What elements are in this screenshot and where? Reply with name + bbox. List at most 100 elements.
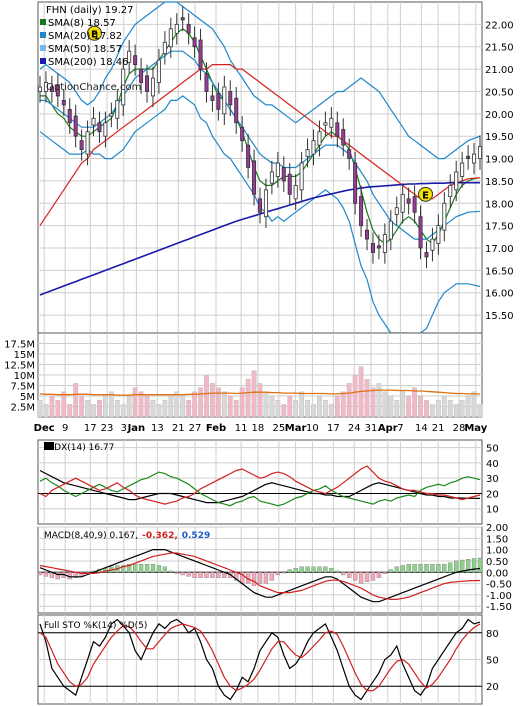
candle-body — [216, 93, 221, 110]
legend-entry: SMA(20) 17.82 — [48, 31, 122, 42]
volume-bar — [61, 391, 67, 418]
macd-histogram-bar — [454, 560, 459, 573]
candle-body — [150, 77, 155, 97]
volume-bar — [388, 395, 394, 418]
adx-lines — [39, 465, 481, 507]
candle-body — [91, 117, 96, 126]
earnings-marker-label: E — [422, 190, 429, 201]
macd-histogram-bar — [269, 572, 275, 581]
legend-entry: SMA(200) 18.46 — [48, 57, 129, 68]
macd-histogram-bar — [180, 572, 185, 576]
legend-swatch — [40, 19, 46, 25]
candle-body — [61, 100, 66, 106]
indicator-tick-label: 1.00 — [486, 546, 508, 557]
indicator-line-signal — [39, 552, 481, 601]
volume-bar — [233, 400, 239, 418]
candle-body — [139, 68, 144, 83]
indicator-tick-label: -0.50 — [486, 580, 512, 591]
price-panel: 22.00 21.50 21.00 20.50 20.00 19.50 19.00 18.50… — [37, 1, 514, 339]
volume-bar — [91, 404, 96, 418]
candle-body — [67, 108, 72, 124]
candle-body — [376, 245, 381, 249]
date-label: 17 — [84, 423, 97, 434]
volume-bar — [323, 400, 328, 418]
macd-histogram-bar — [162, 566, 168, 573]
candle-body — [204, 73, 209, 92]
sto-grid — [38, 615, 482, 704]
candle-body — [246, 144, 251, 168]
date-label: May — [464, 423, 487, 434]
indicator-tick-label: 1.50 — [486, 534, 508, 545]
macd-histogram-bar — [477, 557, 483, 573]
macd-histogram-bar — [204, 572, 209, 578]
volume-bar — [186, 400, 192, 418]
volume-bar — [334, 395, 340, 418]
volume-bar — [453, 404, 459, 418]
macd-histogram-bar — [382, 572, 388, 574]
date-label: 21 — [432, 423, 445, 434]
volume-bar — [221, 391, 227, 418]
volume-bar — [245, 379, 251, 418]
indicator-tick-label: 0.00 — [486, 568, 508, 579]
candle-body — [174, 23, 179, 34]
volume-bar — [340, 391, 346, 418]
candle-body — [257, 198, 262, 213]
macd-histogram-bar — [299, 566, 304, 573]
volume-tick-label: 2.5M — [10, 403, 35, 414]
volume-bar — [305, 400, 310, 418]
price-y-axis: 22.00 21.50 21.00 20.50 20.00 19.50 19.00 18.50… — [485, 20, 514, 322]
volume-bar — [174, 391, 180, 418]
candle-body — [293, 184, 298, 200]
macd-histogram-bar — [216, 572, 221, 578]
macd-histogram-bar — [364, 572, 370, 582]
legend-entry: SMA(8) 18.57 — [48, 18, 116, 29]
sto-y-axis: 80 50 20 — [486, 629, 499, 693]
candle-body — [168, 28, 173, 48]
date-label: Mar — [285, 423, 307, 434]
macd-histogram-bar — [311, 566, 316, 573]
macd-title: MACD(8,40,9) 0.167, -0.362, 0.529 — [44, 531, 210, 541]
indicator-tick-label: 80 — [486, 629, 499, 640]
candle-body — [103, 122, 108, 137]
price-tick-label: 20.00 — [485, 110, 514, 121]
candle-body — [162, 41, 167, 54]
volume-bar — [43, 404, 49, 418]
candle-body — [145, 75, 150, 92]
indicator-tick-label: 20 — [486, 489, 499, 500]
candle-body — [38, 86, 43, 92]
date-label: Feb — [206, 423, 226, 434]
indicator-line--d — [39, 623, 481, 692]
volume-bar — [328, 404, 334, 418]
candle-body — [240, 126, 245, 142]
earnings-markers: EE — [86, 25, 434, 202]
sto-title: Full STO %K(14) %D(5) — [44, 621, 147, 631]
indicator-tick-label: 2.00 — [486, 523, 508, 534]
macd-histogram-bar — [138, 563, 144, 573]
date-label: 27 — [189, 423, 202, 434]
candle-body — [252, 160, 257, 195]
macd-histogram-bar — [442, 563, 447, 573]
macd-value-hist: 0.529 — [182, 531, 210, 541]
volume-bar — [370, 387, 376, 418]
volume-bar — [394, 400, 400, 418]
adx-y-axis: 50 40 30 20 10 — [486, 444, 499, 516]
price-tick-label: 19.50 — [485, 132, 514, 143]
price-tick-label: 17.50 — [485, 222, 514, 233]
macd-histogram-bar — [127, 563, 132, 573]
indicator-tick-label: 50 — [486, 444, 499, 455]
price-tick-label: 15.50 — [485, 311, 514, 322]
candle-body — [156, 59, 161, 83]
candle-body — [353, 162, 358, 204]
macd-histogram-bar — [460, 559, 465, 573]
price-tick-label: 16.00 — [485, 289, 514, 300]
volume-bar — [103, 395, 108, 418]
macd-histogram-bar — [424, 563, 429, 573]
volume-bar — [210, 383, 215, 418]
macd-histogram-bar — [144, 563, 150, 573]
macd-value-signal: -0.362, — [142, 531, 178, 541]
volume-bar — [447, 400, 453, 418]
macd-histogram-bar — [150, 563, 156, 573]
candle-body — [192, 37, 197, 48]
volume-bar — [352, 374, 358, 418]
macd-histogram-bar — [465, 559, 471, 573]
